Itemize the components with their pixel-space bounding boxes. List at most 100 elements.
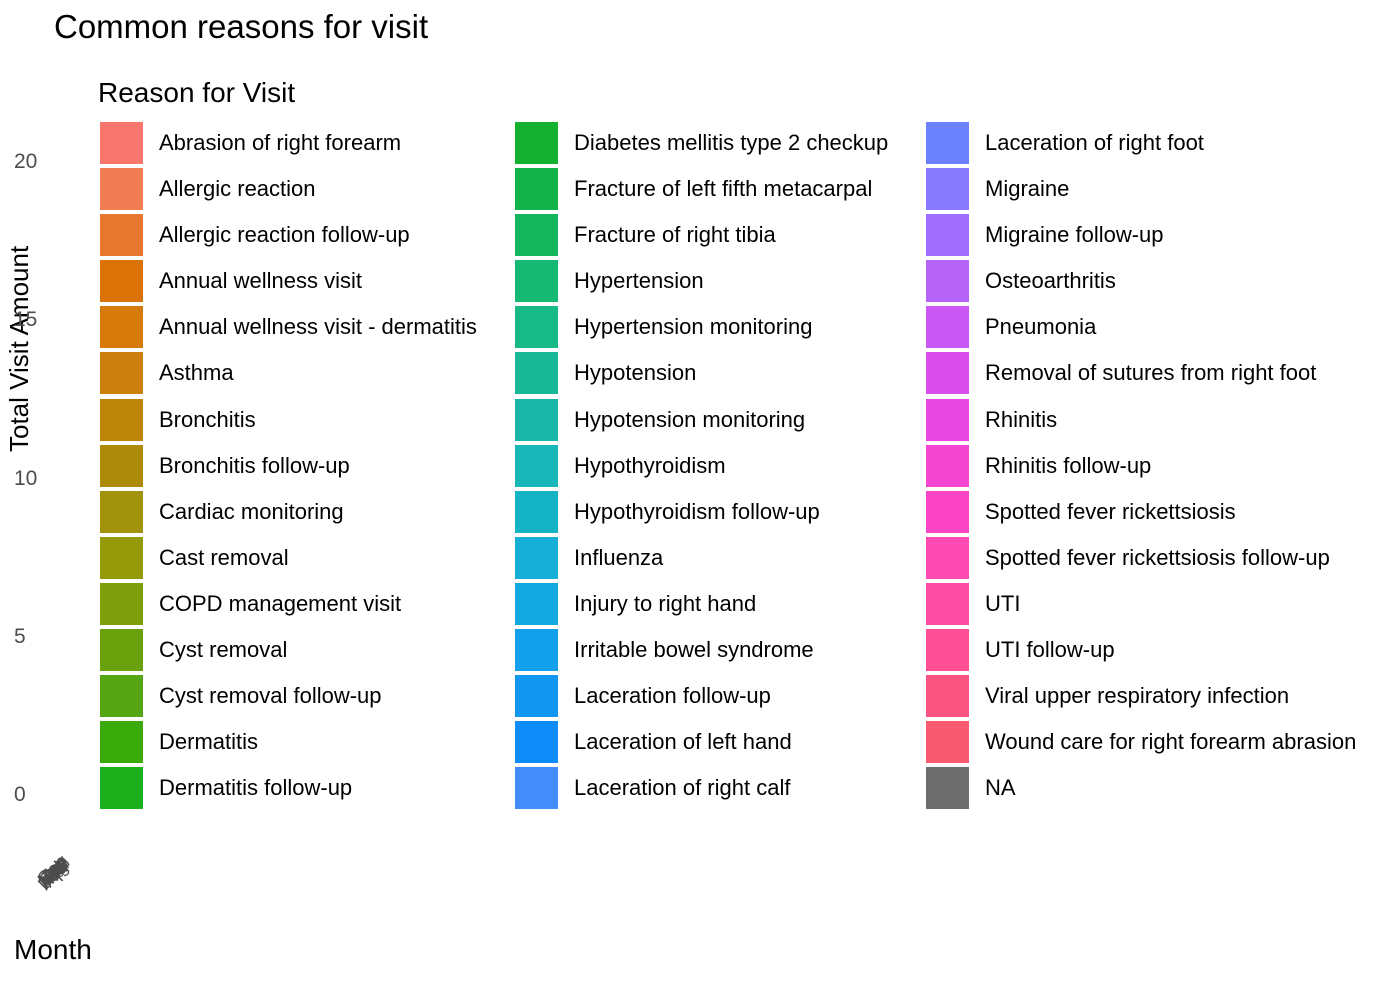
legend-swatch	[100, 398, 143, 441]
legend-swatch	[926, 536, 969, 579]
legend-swatch	[100, 306, 143, 349]
legend-swatch	[100, 444, 143, 487]
legend-title: Reason for Visit	[98, 77, 296, 108]
legend-label: Osteoarthritis	[985, 268, 1116, 294]
chart-title: Common reasons for visit	[54, 8, 429, 45]
legend-label: Migraine follow-up	[985, 222, 1164, 248]
legend-swatch	[515, 675, 558, 718]
legend-swatch	[926, 122, 969, 164]
legend-swatch	[515, 214, 558, 257]
legend-swatch	[100, 536, 143, 579]
legend-label: UTI follow-up	[985, 637, 1115, 663]
legend-swatch	[100, 352, 143, 395]
legend-label: Influenza	[574, 544, 664, 570]
legend-label: Cardiac monitoring	[159, 498, 344, 524]
legend-swatch	[100, 490, 143, 533]
legend-label: Removal of sutures from right foot	[985, 360, 1317, 386]
legend-swatch	[100, 214, 143, 257]
y-tick-label: 20	[14, 150, 38, 173]
legend-label: Laceration of left hand	[574, 729, 792, 755]
legend-label: Fracture of left fifth metacarpal	[574, 176, 873, 202]
x-axis-ticks: Jan Feb Mar Apr May Jun Jul Aug Sep Oct Nov Dec	[0, 840, 80, 920]
legend-label: Viral upper respiratory infection	[985, 683, 1290, 709]
legend-label: Cast removal	[159, 544, 289, 570]
legend-swatch	[100, 260, 143, 303]
legend-swatch	[100, 675, 143, 718]
legend-label: Abrasion of right forearm	[159, 130, 402, 155]
legend-swatch	[515, 629, 558, 672]
legend-label: Bronchitis	[159, 406, 256, 432]
legend-swatch	[926, 721, 969, 764]
legend-swatch	[926, 767, 969, 810]
legend-swatch	[515, 352, 558, 395]
legend-swatch	[515, 306, 558, 349]
legend-swatch	[100, 582, 143, 625]
legend-swatch	[515, 168, 558, 211]
y-axis-label: Total Visit Amount	[4, 245, 34, 452]
y-tick-label: 15	[14, 308, 38, 332]
legend-swatch	[926, 398, 969, 441]
legend-swatch	[515, 122, 558, 164]
legend-label: Asthma	[159, 360, 234, 386]
legend-label: Cyst removal follow-up	[159, 683, 382, 709]
legend-swatch	[100, 122, 143, 164]
legend-swatch	[926, 444, 969, 487]
legend-swatch	[926, 168, 969, 211]
legend-label: Migraine	[985, 176, 1070, 202]
legend-label: Diabetes mellitis type 2 checkup	[574, 130, 889, 155]
legend-swatch	[515, 490, 558, 533]
legend-label: Hypothyroidism	[574, 452, 726, 478]
y-tick-label: 5	[14, 624, 26, 648]
legend-swatch	[926, 490, 969, 533]
legend-label: Fracture of right tibia	[574, 222, 776, 248]
y-tick-label: 10	[14, 466, 38, 490]
legend-label: Laceration of right foot	[985, 130, 1204, 155]
legend-swatch	[100, 721, 143, 764]
legend-label: Hypotension	[574, 360, 697, 386]
legend-label: NA	[985, 775, 1016, 801]
legend-label: Pneumonia	[985, 314, 1097, 340]
legend-label: Hypotension monitoring	[574, 406, 806, 432]
legend-label: Laceration follow-up	[574, 683, 771, 709]
legend-label: Cyst removal	[159, 637, 288, 663]
legend-swatch	[515, 398, 558, 441]
legend-swatch	[100, 767, 143, 810]
legend-swatch	[926, 629, 969, 672]
legend-label: Dermatitis	[159, 729, 259, 755]
legend-label: Bronchitis follow-up	[159, 452, 350, 478]
legend-swatch	[515, 767, 558, 810]
legend-label: Spotted fever rickettsiosis	[985, 498, 1236, 524]
legend-swatch	[926, 306, 969, 349]
legend-swatch	[926, 352, 969, 395]
legend-label: UTI	[985, 590, 1021, 616]
legend-swatch	[515, 260, 558, 303]
legend-swatch	[926, 582, 969, 625]
legend-swatch	[515, 582, 558, 625]
legend-label: Allergic reaction follow-up	[159, 222, 410, 248]
legend-swatch	[926, 260, 969, 303]
legend-label: Hypertension monitoring	[574, 314, 813, 340]
legend-swatch	[100, 168, 143, 211]
legend-label: Spotted fever rickettsiosis follow-up	[985, 544, 1330, 570]
x-axis-label: Month	[14, 934, 92, 965]
legend-label: Laceration of right calf	[574, 775, 791, 801]
legend-label: Annual wellness visit	[159, 268, 362, 294]
legend-swatch	[100, 629, 143, 672]
legend-label: Annual wellness visit - dermatitis	[159, 314, 477, 340]
legend-swatch	[926, 675, 969, 718]
legend-label: Rhinitis follow-up	[985, 452, 1152, 478]
legend-label: Allergic reaction	[159, 176, 316, 202]
y-tick-label: 0	[14, 783, 26, 806]
legend-label: Hypothyroidism follow-up	[574, 498, 820, 524]
legend-swatch	[515, 536, 558, 579]
legend-label: Rhinitis	[985, 406, 1058, 432]
legend-swatch	[515, 721, 558, 764]
legend-label: Wound care for right forearm abrasion	[985, 729, 1357, 755]
legend-swatch	[926, 214, 969, 257]
legend-label: Dermatitis follow-up	[159, 775, 353, 801]
legend-label: Injury to right hand	[574, 590, 757, 616]
legend-swatch	[515, 444, 558, 487]
legend-label: COPD management visit	[159, 590, 402, 616]
legend-label: Irritable bowel syndrome	[574, 637, 814, 663]
legend-label: Hypertension	[574, 268, 704, 294]
